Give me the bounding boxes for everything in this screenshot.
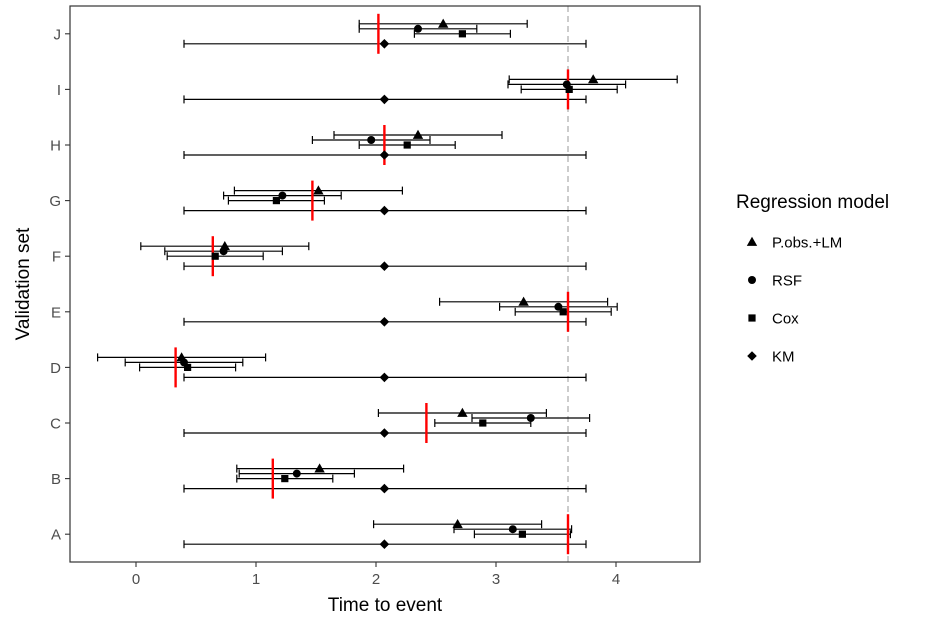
- point-square-D: [184, 363, 192, 371]
- point-square-I: [565, 85, 573, 93]
- legend-label: Cox: [772, 311, 799, 328]
- y-tick-label: C: [50, 416, 61, 433]
- point-square-G: [272, 197, 280, 205]
- x-tick-label: 4: [612, 571, 620, 588]
- x-axis-title: Time to event: [328, 595, 443, 616]
- point-circle-B: [292, 469, 301, 478]
- point-square-C: [479, 419, 487, 427]
- legend-title: Regression model: [736, 192, 889, 213]
- point-diamond-G: [379, 205, 390, 216]
- y-tick-label: D: [50, 360, 61, 377]
- point-square-E: [559, 308, 567, 316]
- point-triangle-G: [313, 185, 324, 195]
- point-circle-J: [414, 24, 422, 33]
- plot-panel-border: [69, 5, 701, 563]
- legend-key-circle: [748, 276, 756, 284]
- y-tick-label: A: [51, 527, 61, 544]
- point-diamond-E: [379, 317, 390, 327]
- point-diamond-C: [379, 428, 390, 438]
- point-triangle-C: [457, 407, 468, 417]
- point-diamond-B: [379, 483, 390, 494]
- legend-key-triangle: [746, 236, 758, 246]
- x-tick-label: 1: [252, 571, 260, 588]
- point-triangle-I: [588, 74, 599, 84]
- point-triangle-B: [314, 463, 325, 473]
- legend-item: RSF: [748, 273, 802, 290]
- legend-item: KM: [747, 349, 795, 366]
- point-triangle-J: [438, 18, 449, 28]
- point-diamond-H: [379, 150, 390, 160]
- x-axis: 0 1 2 3 4: [132, 562, 620, 588]
- point-circle-A: [508, 525, 517, 534]
- legend-key-square: [748, 314, 756, 322]
- point-triangle-E: [518, 296, 529, 306]
- legend-item: P.obs.+LM: [746, 235, 842, 252]
- point-square-A: [518, 530, 526, 538]
- y-axis-title: Validation set: [13, 227, 34, 340]
- y-tick-label: I: [57, 82, 61, 99]
- point-square-B: [281, 475, 289, 483]
- legend-label: KM: [772, 349, 795, 366]
- point-circle-F: [219, 247, 228, 256]
- x-tick-label: 2: [372, 571, 380, 588]
- y-axis: A B C D E F G H I J: [49, 26, 70, 544]
- point-triangle-H: [412, 129, 424, 139]
- y-tick-label: G: [49, 193, 61, 210]
- legend-item: Cox: [748, 311, 799, 328]
- point-square-F: [211, 252, 219, 260]
- legend-label: RSF: [772, 273, 802, 290]
- point-diamond-J: [379, 39, 390, 49]
- point-estimates-layer: [176, 18, 599, 549]
- y-tick-label: B: [51, 471, 61, 488]
- x-tick-label: 0: [132, 571, 140, 588]
- point-circle-H: [367, 136, 376, 144]
- y-tick-label: E: [51, 304, 61, 321]
- point-diamond-D: [379, 372, 390, 383]
- point-triangle-A: [452, 519, 463, 529]
- point-circle-C: [526, 414, 535, 422]
- point-square-J: [458, 30, 466, 38]
- legend-key-diamond: [747, 351, 757, 361]
- point-diamond-A: [379, 539, 390, 549]
- point-circle-G: [278, 191, 287, 200]
- legend-label: P.obs.+LM: [772, 235, 842, 252]
- x-tick-label: 3: [492, 571, 500, 588]
- y-tick-label: J: [54, 26, 62, 43]
- legend: Regression model P.obs.+LM RSF Cox KM: [736, 192, 889, 366]
- point-diamond-I: [379, 94, 390, 105]
- point-diamond-F: [379, 261, 390, 271]
- y-tick-label: H: [50, 138, 61, 155]
- y-tick-label: F: [52, 249, 61, 266]
- point-square-H: [403, 141, 411, 149]
